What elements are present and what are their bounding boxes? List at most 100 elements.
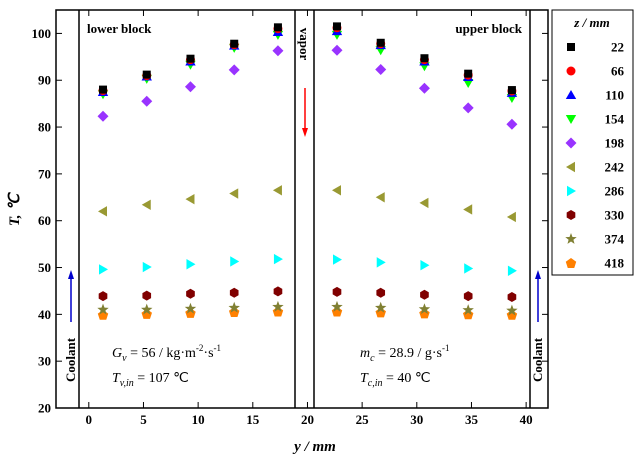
y-axis-title: T, ℃ [7,192,23,226]
legend-label: 418 [605,256,625,271]
x-tick-label: 10 [192,412,205,427]
data-point [332,22,341,31]
data-point [464,69,473,78]
data-point [273,23,282,32]
x-tick-label: 5 [140,412,147,427]
data-point [141,95,153,107]
legend-box [551,9,634,276]
data-point [230,39,239,48]
data-point [332,286,342,297]
data-marks [97,22,518,320]
x-tick-label: 30 [410,412,423,427]
data-point [463,204,473,215]
data-point [141,303,153,315]
x-axis-title: y / mm [292,439,336,455]
legend-items: 22 66 110 154 198 242 286 330 374 418 [565,40,625,271]
data-point [420,289,429,300]
y-tick-label: 90 [38,73,51,88]
legend-item: 286 [567,184,625,199]
y-tick-label: 80 [38,120,51,135]
x-tick-label: 40 [520,412,533,427]
legend: z / mm 22 66 110 154 198 242 286 330 374 418 [551,9,634,276]
legend-label: 330 [605,208,625,223]
data-point [186,259,196,270]
legend-item: 242 [566,160,624,175]
legend-label: 154 [605,112,625,127]
x-tick-label: 15 [246,412,260,427]
legend-item: 198 [565,136,625,151]
x-tick-label: 20 [301,412,314,427]
data-point [418,82,430,94]
data-point [464,263,474,274]
data-point [97,110,109,122]
data-point [376,38,385,47]
data-point [184,81,196,93]
legend-item: 374 [565,232,625,247]
legend-label: 66 [611,64,625,79]
legend-marker [567,43,575,51]
data-point [142,290,152,301]
legend-marker [565,137,577,149]
legend-label: 242 [605,160,625,175]
data-point [186,288,195,299]
legend-marker [566,66,576,76]
vapor-flow-arrow [302,88,308,137]
gv-annotation: Gv = 56 / kg·m-2·s-1 [112,343,221,364]
series-330 [98,286,517,303]
vapor-label: vapor [297,28,312,61]
data-point [230,256,240,267]
data-point [185,193,195,205]
legend-item: 418 [565,256,625,271]
x-tick-label: 0 [86,412,93,427]
legend-item: 154 [565,112,625,127]
data-point [506,118,518,130]
x-tick-label: 35 [465,412,479,427]
data-point [419,197,429,209]
data-point [99,85,108,94]
legend-label: 374 [605,232,625,247]
data-point [462,304,474,315]
data-point [376,287,386,298]
data-point [97,303,109,315]
coolant-left-arrow [68,270,74,322]
legend-item: 330 [566,208,625,223]
data-point [273,286,283,297]
series-374 [97,300,518,316]
data-point [332,254,342,265]
series-22 [99,22,516,95]
tcin-annotation: Tc,in = 40 ℃ [360,371,431,389]
y-tick-label: 70 [38,166,51,181]
data-point [462,102,474,114]
data-point [272,185,282,196]
legend-item: 110 [565,88,624,103]
data-point [418,303,431,315]
legend-item: 66 [566,64,625,79]
legend-marker [565,115,577,124]
coolant-left-label: Coolant [63,337,78,382]
coolant-right-label: Coolant [530,337,545,382]
data-point [507,265,517,276]
data-point [229,287,239,298]
legend-marker [565,90,577,99]
data-point [142,70,151,79]
data-point [272,300,284,312]
legend-marker [567,185,576,197]
x-tick-label: 25 [356,412,370,427]
series-242 [98,185,516,223]
data-point [331,185,341,196]
legend-label: 198 [605,136,625,151]
y-tick-label: 60 [38,213,51,228]
legend-label: 286 [605,184,625,199]
series-418 [97,306,518,320]
legend-item: 22 [567,40,624,55]
y-tick-label: 50 [38,260,51,275]
y-tick-label: 30 [38,354,51,369]
data-point [331,44,343,56]
plot-frame [55,9,549,409]
data-point [375,63,387,75]
data-point [229,188,239,199]
data-point [142,261,152,273]
data-point [99,264,109,275]
data-point [507,292,517,303]
